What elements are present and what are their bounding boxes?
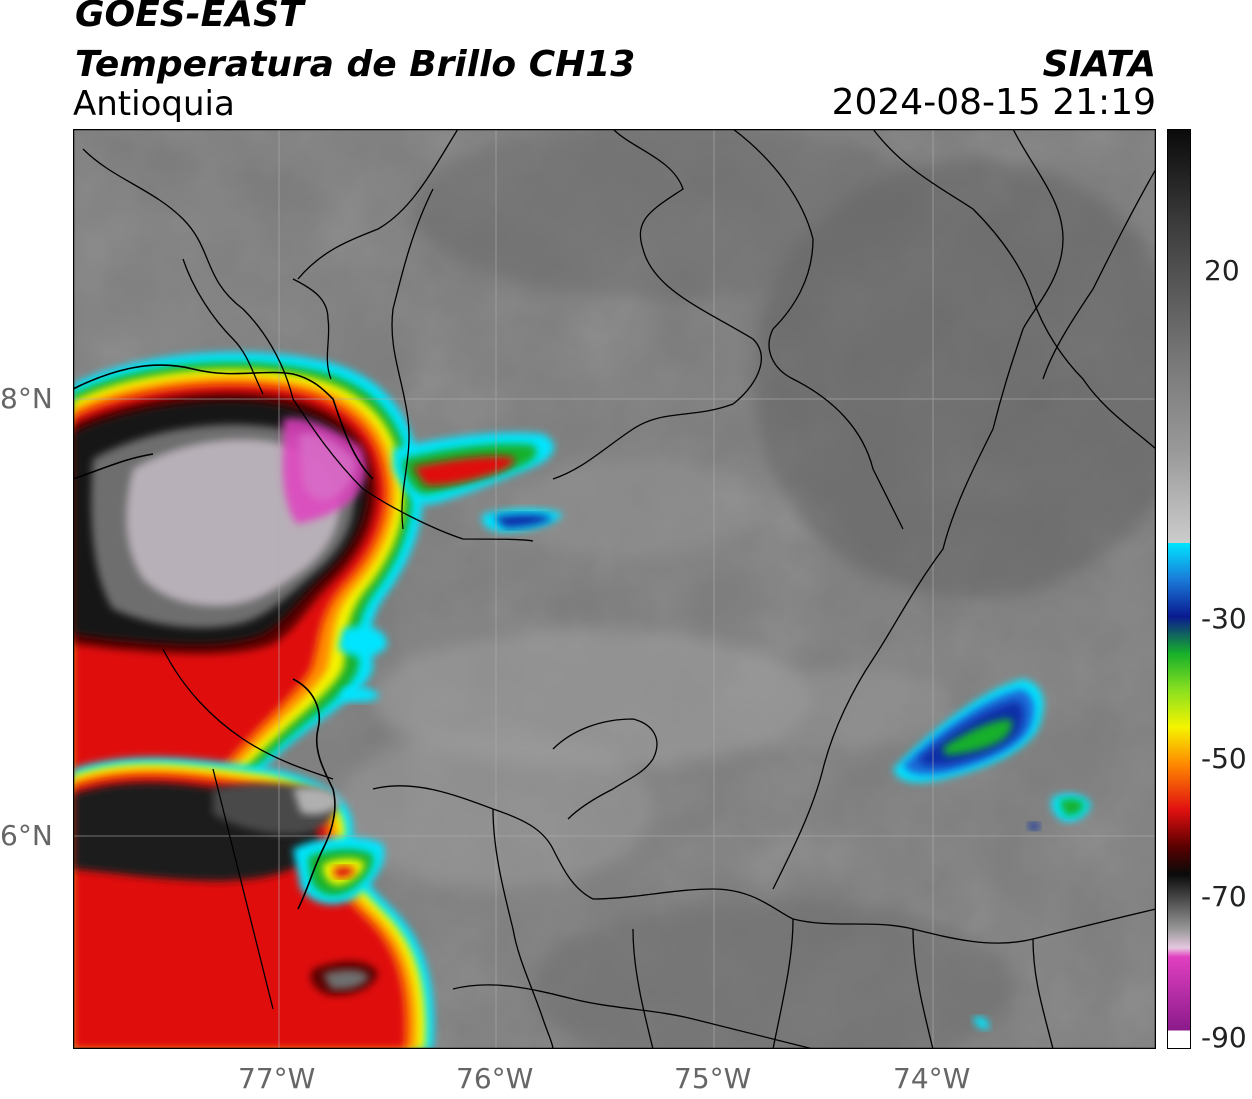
datetime-label: 2024-08-15 21:19 <box>831 82 1156 123</box>
lon-label-76w: 76°W <box>456 1062 534 1095</box>
colorbar <box>1167 129 1191 1049</box>
lat-label-8n: 8°N <box>0 382 53 415</box>
map-frame <box>73 129 1156 1049</box>
cell-east <box>893 679 1091 1030</box>
storm-northwest <box>73 352 424 1009</box>
colorbar-tick-neg70: -70 <box>1201 880 1247 913</box>
product-title: Temperatura de Brillo CH13 <box>75 44 636 85</box>
admin-boundaries <box>82 129 1156 1049</box>
colorbar-frame <box>1167 129 1191 1049</box>
satellite-map <box>73 129 1156 1049</box>
lon-label-75w: 75°W <box>674 1062 752 1095</box>
lon-label-74w: 74°W <box>893 1062 971 1095</box>
colorbar-tick-neg50: -50 <box>1201 742 1247 775</box>
satellite-title: GOES-EAST <box>75 0 304 35</box>
colorbar-tick-neg30: -30 <box>1201 602 1247 635</box>
colorbar-tick-neg90: -90 <box>1201 1021 1247 1054</box>
light-band-4 <box>513 459 753 559</box>
light-band-3 <box>713 669 953 749</box>
region-label: Antioquia <box>73 84 235 124</box>
colorbar-tick-20: 20 <box>1204 254 1240 287</box>
lon-label-77w: 77°W <box>238 1062 316 1095</box>
source-label: SIATA <box>1042 44 1156 85</box>
cell-south-coast <box>293 837 385 905</box>
gridlines <box>73 129 1156 1049</box>
coastline <box>73 364 374 910</box>
storm-fingers <box>338 432 563 702</box>
lat-label-6n: 6°N <box>0 819 53 852</box>
warm-area-north <box>413 129 933 299</box>
colorbar-gradient <box>1167 129 1191 1049</box>
